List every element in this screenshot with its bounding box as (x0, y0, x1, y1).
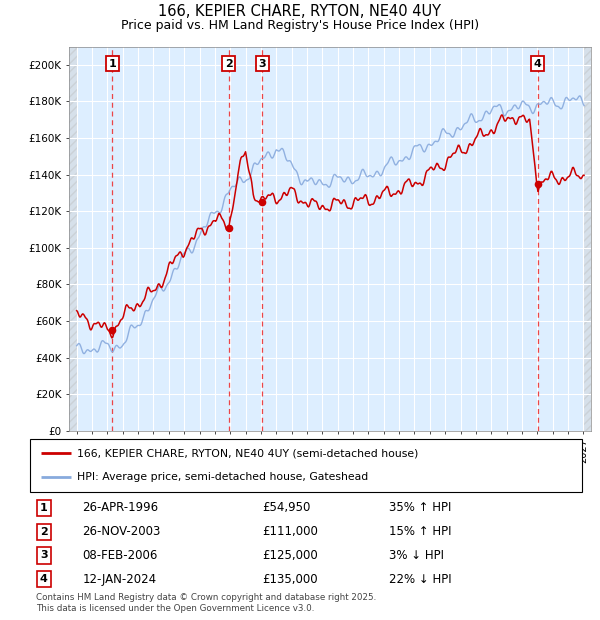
Text: 26-APR-1996: 26-APR-1996 (82, 502, 158, 515)
Bar (69, 46, 77, 431)
Text: 4: 4 (40, 574, 48, 584)
Text: 166, KEPIER CHARE, RYTON, NE40 4UY (semi-detached house): 166, KEPIER CHARE, RYTON, NE40 4UY (semi… (77, 448, 418, 458)
FancyBboxPatch shape (30, 439, 582, 492)
Bar (583, 46, 591, 431)
Text: £54,950: £54,950 (262, 502, 310, 515)
Text: 1: 1 (40, 503, 47, 513)
Text: Contains HM Land Registry data © Crown copyright and database right 2025.
This d: Contains HM Land Registry data © Crown c… (35, 593, 376, 613)
Text: 2: 2 (40, 526, 47, 537)
Text: 12-JAN-2024: 12-JAN-2024 (82, 573, 157, 586)
Text: 1: 1 (109, 59, 116, 69)
Text: 3% ↓ HPI: 3% ↓ HPI (389, 549, 444, 562)
Text: 26-NOV-2003: 26-NOV-2003 (82, 525, 161, 538)
Text: 08-FEB-2006: 08-FEB-2006 (82, 549, 158, 562)
Text: £135,000: £135,000 (262, 573, 317, 586)
Text: 4: 4 (534, 59, 542, 69)
Text: 3: 3 (40, 551, 47, 560)
Text: 3: 3 (259, 59, 266, 69)
Text: 22% ↓ HPI: 22% ↓ HPI (389, 573, 451, 586)
Text: £125,000: £125,000 (262, 549, 317, 562)
Text: Price paid vs. HM Land Registry's House Price Index (HPI): Price paid vs. HM Land Registry's House … (121, 19, 479, 32)
Text: HPI: Average price, semi-detached house, Gateshead: HPI: Average price, semi-detached house,… (77, 472, 368, 482)
Text: 35% ↑ HPI: 35% ↑ HPI (389, 502, 451, 515)
Text: 166, KEPIER CHARE, RYTON, NE40 4UY: 166, KEPIER CHARE, RYTON, NE40 4UY (158, 4, 442, 19)
Text: £111,000: £111,000 (262, 525, 318, 538)
Text: 2: 2 (225, 59, 233, 69)
Text: 15% ↑ HPI: 15% ↑ HPI (389, 525, 451, 538)
